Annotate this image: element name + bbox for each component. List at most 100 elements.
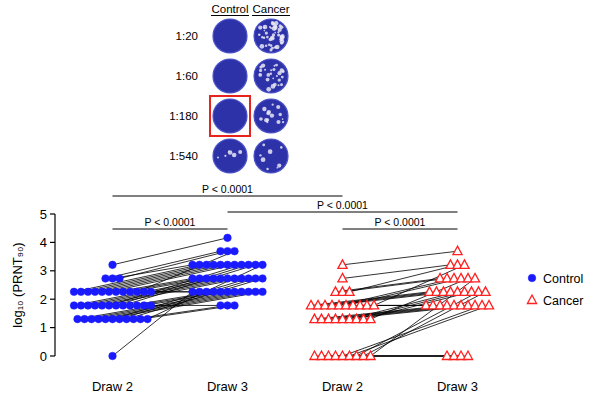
point [259,275,267,283]
plaque [269,26,271,28]
significance-label: P < 0.0001 [317,199,368,211]
point [245,261,253,269]
point [231,288,239,296]
chart: 012345log₁₀ (PRNT₉₀)Draw 2Draw 3Draw 2Dr… [10,183,583,394]
plaque [277,71,281,75]
point [95,315,103,323]
y-tick [50,299,55,300]
point [112,302,120,310]
pair-line [364,292,486,356]
point [217,247,225,255]
significance-bracket [343,229,458,230]
point [84,302,92,310]
plot-area [70,234,493,360]
point [210,275,218,283]
point [116,315,124,323]
point [70,288,78,296]
point [98,288,106,296]
point [126,302,134,310]
significance-label: P < 0.0001 [375,216,426,228]
well [213,19,247,53]
pair-line [374,265,465,306]
point [74,315,82,323]
plaque [271,21,273,23]
point [203,261,211,269]
plaque [280,42,283,45]
plaque [259,154,261,156]
plaque [279,113,282,116]
dilution-label: 1:60 [176,70,198,82]
point [77,288,85,296]
well [254,99,288,133]
well [213,99,247,133]
point [140,302,148,310]
point [88,315,96,323]
point [123,315,131,323]
figure: ControlCancer1:201:601:1801:540012345log… [0,0,600,409]
point [252,288,260,296]
well [254,19,288,53]
point [224,288,232,296]
plaque [281,76,284,79]
plaque [266,36,269,39]
pair-line [148,265,263,319]
plaque [267,110,271,114]
point [481,287,490,296]
pair-line [106,292,263,319]
point [217,288,225,296]
x-tick-label: Draw 3 [437,379,478,394]
x-tick-label: Draw 2 [92,379,133,394]
point [345,287,354,296]
plaque [259,117,263,121]
point [224,261,232,269]
plaque [261,157,266,162]
header-underline [252,15,290,16]
y-tick-label: 4 [40,235,47,250]
legend-label: Cancer [543,294,583,308]
plaque [259,69,262,72]
point [144,315,152,323]
pair-line [343,265,451,279]
point [105,288,113,296]
plaque [265,31,268,34]
y-tick [50,213,55,214]
point [133,302,141,310]
point [102,315,110,323]
pair-line [113,278,249,319]
y-tick-label: 1 [40,320,47,335]
plaque [266,168,268,170]
plaque [238,150,242,154]
point [245,288,253,296]
point [84,288,92,296]
x-tick-label: Draw 2 [322,379,363,394]
y-tick [50,270,55,271]
point [137,315,145,323]
plaque [276,75,278,77]
point [116,275,124,283]
legend-marker [528,274,536,282]
point [460,260,469,269]
plaque [258,73,262,77]
point [126,288,134,296]
plaque [282,118,284,120]
plaque [280,83,283,86]
point [259,261,267,269]
significance-label: P < 0.0001 [145,216,196,228]
point [109,352,117,360]
point [119,302,127,310]
point [224,275,232,283]
point [238,275,246,283]
pair-line [371,278,476,356]
point [119,288,127,296]
pair-line [357,292,479,356]
significance-bracket [113,229,228,230]
y-tick-label: 5 [40,207,47,222]
plaque [266,78,270,82]
significance-bracket [113,196,343,197]
point [252,275,260,283]
point [259,288,267,296]
point [453,246,462,255]
plaque [258,25,262,29]
point [98,302,106,310]
point [130,315,138,323]
